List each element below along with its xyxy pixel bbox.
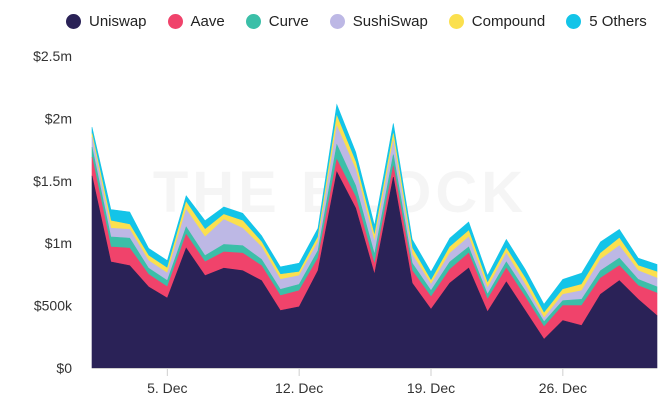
legend-label-curve: Curve (268, 13, 309, 30)
legend-item-curve[interactable]: Curve (245, 13, 309, 30)
legend-label-uniswap: Uniswap (89, 13, 147, 30)
y-tick-label: $2.5m (33, 48, 72, 64)
legend-label-aave: Aave (190, 13, 225, 30)
x-tick-label: 12. Dec (275, 380, 323, 396)
y-tick-label: $500k (34, 298, 73, 314)
legend-swatch-compound (448, 14, 464, 29)
x-tick-label: 26. Dec (539, 380, 587, 396)
legend-label-sushiswap: SushiSwap (352, 13, 428, 30)
legend-swatch-aave (167, 14, 183, 29)
legend-item-uniswap[interactable]: Uniswap (66, 13, 147, 30)
area-layers (91, 103, 658, 369)
legend-swatch-others (566, 14, 582, 29)
y-tick-label: $2m (45, 110, 72, 126)
legend-item-sushiswap[interactable]: SushiSwap (329, 13, 428, 30)
y-axis: $0 $500k $1m $1.5m $2m $2.5m (33, 48, 73, 376)
legend-item-compound[interactable]: Compound (448, 13, 546, 30)
legend-swatch-sushiswap (329, 14, 345, 29)
legend-item-others[interactable]: 5 Others (566, 13, 647, 30)
chart-legend: Uniswap Aave Curve SushiSwap Compound 5 … (66, 13, 668, 30)
y-tick-label: $1m (45, 235, 72, 251)
x-axis: 5. Dec 12. Dec 19. Dec 26. Dec (92, 368, 657, 396)
legend-label-others: 5 Others (589, 13, 647, 30)
legend-swatch-uniswap (66, 14, 81, 29)
legend-swatch-curve (245, 14, 261, 29)
y-tick-label: $1.5m (33, 173, 72, 189)
legend-item-aave[interactable]: Aave (167, 13, 225, 30)
y-tick-label: $0 (56, 360, 72, 376)
legend-label-compound: Compound (471, 13, 546, 30)
x-tick-label: 19. Dec (407, 380, 455, 396)
x-tick-label: 5. Dec (147, 380, 187, 396)
